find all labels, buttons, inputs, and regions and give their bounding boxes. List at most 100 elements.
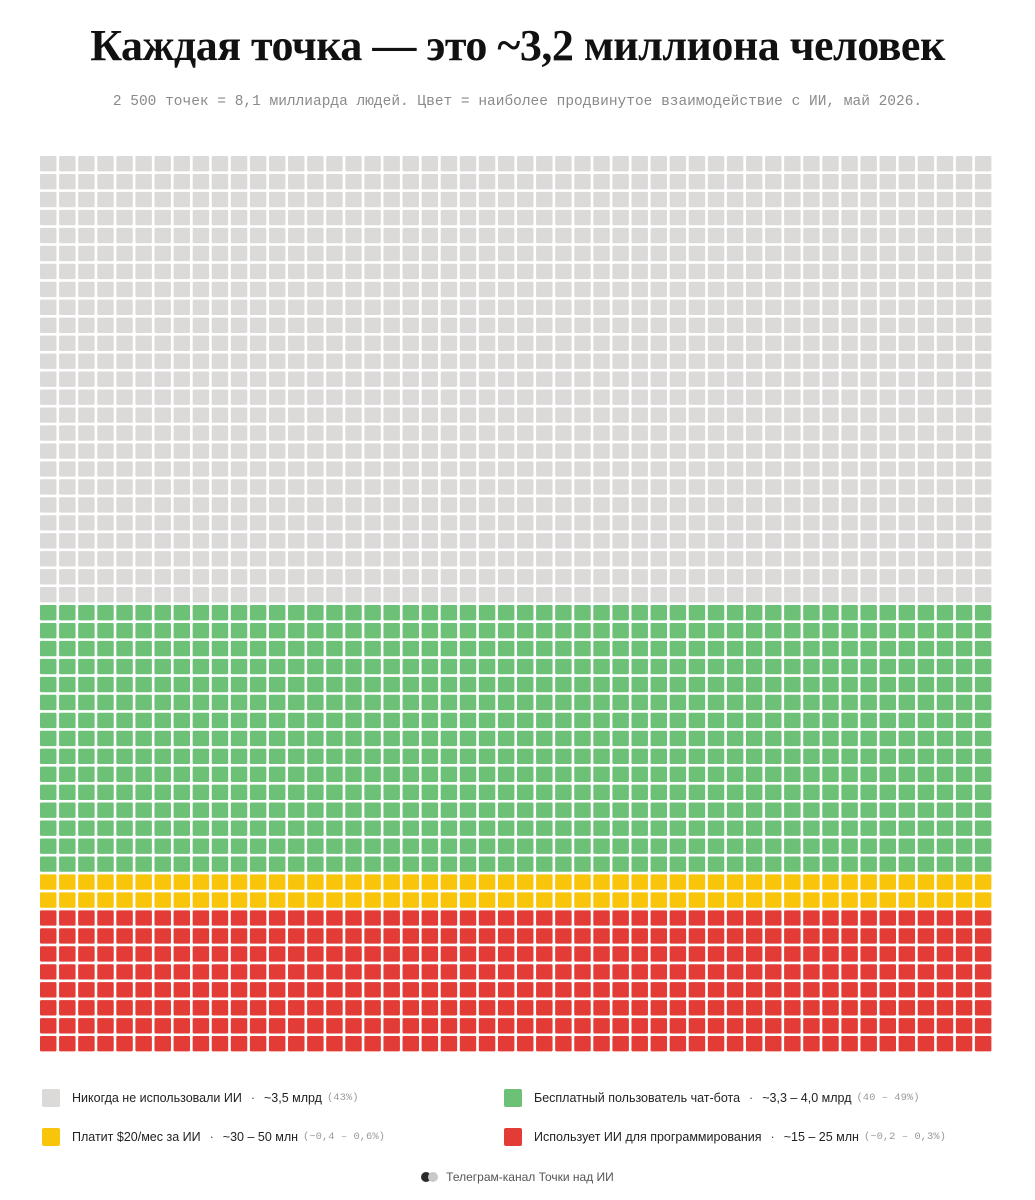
waffle-dot-never-used: [154, 263, 171, 280]
waffle-dot-free-chatbot: [726, 766, 744, 782]
waffle-dot-never-used: [688, 479, 706, 495]
waffle-dot-never-used: [593, 407, 610, 423]
waffle-dot-never-used: [307, 191, 324, 208]
waffle-dot-free-chatbot: [345, 622, 362, 639]
waffle-dot-never-used: [517, 191, 534, 208]
waffle-dot-never-used: [955, 461, 973, 477]
waffle-dot-never-used: [268, 156, 286, 172]
waffle-dot-never-used: [726, 497, 744, 513]
waffle-dot-never-used: [230, 156, 248, 172]
waffle-dot-never-used: [173, 371, 191, 387]
waffle-dot-free-chatbot: [669, 622, 687, 639]
waffle-dot-free-chatbot: [936, 676, 954, 693]
waffle-dot-never-used: [154, 497, 171, 513]
waffle-dot-free-chatbot: [459, 640, 477, 657]
waffle-dot-free-chatbot: [364, 622, 381, 639]
waffle-dot-free-chatbot: [173, 640, 191, 657]
waffle-dot-never-used: [765, 407, 782, 423]
waffle-dot-never-used: [822, 587, 839, 603]
waffle-dot-free-chatbot: [421, 856, 439, 872]
waffle-dot-never-used: [326, 263, 343, 280]
waffle-dot-never-used: [421, 443, 439, 459]
waffle-dot-free-chatbot: [974, 712, 992, 729]
waffle-dot-coding: [459, 982, 477, 998]
waffle-dot-never-used: [955, 515, 973, 531]
waffle-dot-never-used: [288, 299, 305, 316]
waffle-dot-coding: [536, 910, 553, 926]
waffle-dot-coding: [784, 964, 801, 980]
waffle-dot-never-used: [917, 371, 935, 387]
waffle-dot-free-chatbot: [288, 820, 305, 836]
waffle-dot-free-chatbot: [230, 605, 248, 621]
waffle-dot-free-chatbot: [593, 748, 610, 765]
waffle-dot-coding: [803, 928, 820, 944]
waffle-dot-never-used: [574, 497, 591, 513]
waffle-dot-never-used: [116, 191, 133, 208]
waffle-dot-never-used: [78, 299, 95, 316]
waffle-dot-free-chatbot: [345, 694, 362, 711]
waffle-dot-never-used: [936, 461, 954, 477]
waffle-dot-free-chatbot: [726, 676, 744, 693]
waffle-dot-free-chatbot: [230, 712, 248, 729]
waffle-dot-never-used: [192, 515, 210, 531]
waffle-dot-never-used: [860, 551, 877, 567]
waffle-dot-free-chatbot: [707, 838, 725, 854]
waffle-dot-free-chatbot: [59, 694, 76, 711]
waffle-dot-never-used: [154, 461, 171, 477]
waffle-dot-free-chatbot: [440, 766, 458, 782]
waffle-dot-free-chatbot: [307, 802, 324, 818]
waffle-dot-never-used: [59, 227, 76, 244]
waffle-dot-coding: [116, 910, 133, 926]
waffle-dot-never-used: [40, 479, 57, 495]
waffle-dot-never-used: [536, 353, 553, 369]
waffle-dot-never-used: [841, 515, 858, 531]
waffle-dot-never-used: [230, 317, 248, 333]
waffle-dot-never-used: [249, 281, 267, 298]
waffle-dot-free-chatbot: [726, 748, 744, 765]
waffle-dot-never-used: [173, 281, 191, 298]
waffle-dot-coding: [974, 964, 992, 980]
waffle-dot-never-used: [631, 245, 648, 262]
waffle-dot-never-used: [574, 425, 591, 441]
waffle-dot-never-used: [631, 533, 648, 549]
waffle-dot-coding: [555, 1018, 572, 1034]
waffle-dot-free-chatbot: [192, 748, 210, 765]
waffle-dot-free-chatbot: [879, 838, 896, 854]
waffle-dot-free-chatbot: [593, 658, 610, 675]
waffle-dot-free-chatbot: [97, 730, 114, 747]
waffle-dot-never-used: [402, 335, 419, 351]
waffle-dot-free-chatbot: [745, 712, 763, 729]
waffle-dot-paid: [211, 892, 229, 908]
waffle-dot-free-chatbot: [517, 802, 534, 818]
waffle-dot-free-chatbot: [421, 748, 439, 765]
waffle-dot-free-chatbot: [59, 658, 76, 675]
waffle-dot-coding: [974, 1018, 992, 1034]
waffle-dot-never-used: [955, 263, 973, 280]
waffle-dot-never-used: [192, 353, 210, 369]
waffle-dot-free-chatbot: [974, 748, 992, 765]
waffle-dot-free-chatbot: [898, 802, 916, 818]
waffle-dot-free-chatbot: [440, 856, 458, 872]
waffle-dot-never-used: [478, 353, 496, 369]
waffle-dot-never-used: [745, 335, 763, 351]
waffle-dot-never-used: [421, 191, 439, 208]
waffle-dot-never-used: [707, 425, 725, 441]
waffle-dot-coding: [421, 928, 439, 944]
waffle-dot-coding: [97, 982, 114, 998]
waffle-dot-free-chatbot: [688, 766, 706, 782]
waffle-dot-free-chatbot: [459, 766, 477, 782]
waffle-dot-free-chatbot: [955, 838, 973, 854]
waffle-dot-free-chatbot: [154, 856, 171, 872]
waffle-dot-free-chatbot: [249, 784, 267, 800]
waffle-dot-free-chatbot: [517, 622, 534, 639]
waffle-dot-never-used: [249, 317, 267, 333]
waffle-dot-never-used: [917, 569, 935, 585]
waffle-dot-never-used: [726, 263, 744, 280]
waffle-dot-never-used: [326, 281, 343, 298]
waffle-dot-never-used: [154, 479, 171, 495]
waffle-dot-coding: [879, 928, 896, 944]
waffle-dot-paid: [765, 892, 782, 908]
waffle-dot-never-used: [726, 533, 744, 549]
waffle-dot-free-chatbot: [822, 820, 839, 836]
waffle-dot-coding: [154, 910, 171, 926]
